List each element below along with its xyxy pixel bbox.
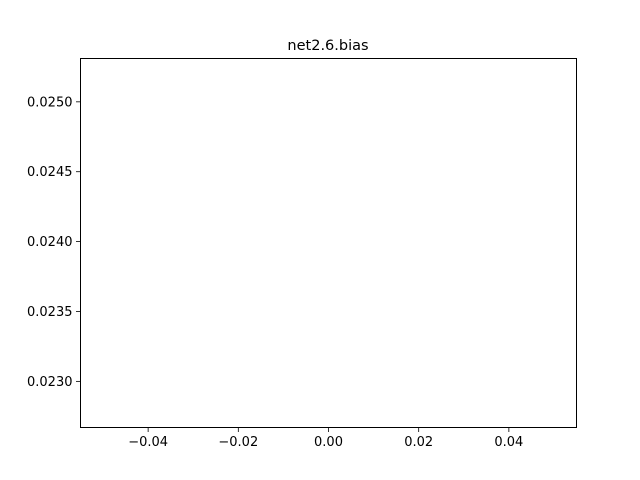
y-tick-label: 0.0240 — [27, 235, 73, 250]
x-tick-label: 0.02 — [404, 435, 433, 450]
x-tick-label: −0.02 — [218, 435, 258, 450]
x-axis: −0.04 −0.02 0.00 0.02 0.04 — [128, 427, 523, 450]
x-tick-label: −0.04 — [128, 435, 168, 450]
x-tick-label: 0.04 — [494, 435, 523, 450]
x-tick-label: 0.00 — [314, 435, 343, 450]
y-tick-label: 0.0250 — [27, 95, 73, 110]
y-tick-label: 0.0230 — [27, 375, 73, 390]
chart-title: net2.6.bias — [287, 38, 368, 54]
y-tick-label: 0.0245 — [27, 165, 73, 180]
y-axis: 0.0230 0.0235 0.0240 0.0245 0.0250 — [27, 95, 81, 390]
y-tick-label: 0.0235 — [27, 305, 73, 320]
